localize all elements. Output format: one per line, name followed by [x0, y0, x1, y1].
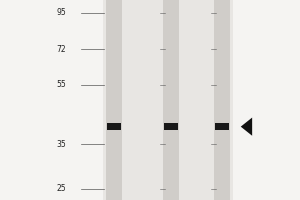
Bar	[163, 0, 179, 200]
Text: 35: 35	[56, 140, 66, 149]
Bar	[164, 123, 178, 130]
Polygon shape	[241, 118, 252, 136]
Text: 95: 95	[56, 8, 66, 17]
Text: 72: 72	[56, 45, 66, 54]
Bar	[103, 0, 233, 200]
Bar	[214, 0, 230, 200]
Bar	[215, 123, 230, 130]
Text: 55: 55	[56, 80, 66, 89]
Bar	[106, 0, 122, 200]
Text: 25: 25	[56, 184, 66, 193]
Bar	[107, 123, 121, 130]
